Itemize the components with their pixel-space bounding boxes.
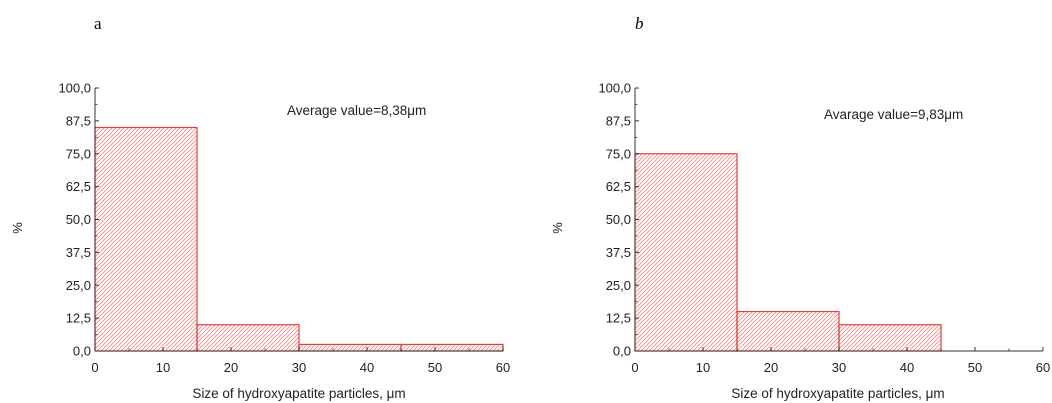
y-tick-label: 50,0	[606, 212, 631, 227]
y-tick-label: 0,0	[73, 344, 91, 359]
y-tick-label: 50,0	[66, 212, 91, 227]
x-tick-label: 30	[832, 360, 846, 375]
x-tick-label: 40	[360, 360, 374, 375]
histogram-bar	[838, 324, 942, 352]
histogram-bar	[634, 153, 738, 352]
y-tick-label: 62,5	[606, 179, 631, 194]
x-tick-label: 20	[764, 360, 778, 375]
x-tick-label: 20	[224, 360, 238, 375]
y-tick-label: 37,5	[66, 245, 91, 260]
x-tick-label: 50	[428, 360, 442, 375]
x-tick-label: 50	[968, 360, 982, 375]
x-tick-label: 30	[292, 360, 306, 375]
x-axis-label: Size of hydroxyapatite particles, μm	[192, 386, 405, 401]
y-tick-label: 12,5	[606, 311, 631, 326]
y-tick-label: 75,0	[606, 146, 631, 161]
panel-label-a: a	[94, 14, 102, 33]
y-tick-label: 0,0	[613, 344, 631, 359]
x-tick-label: 0	[631, 360, 638, 375]
y-tick-label: 87,5	[606, 113, 631, 128]
y-tick-label: 12,5	[66, 311, 91, 326]
x-tick-label: 10	[696, 360, 710, 375]
x-tick-label: 60	[1036, 360, 1050, 375]
histogram-chart-a: Average value=8,38μm % Size of hydroxyap…	[10, 81, 510, 402]
y-axis-label: %	[550, 222, 565, 234]
histogram-bar	[298, 343, 402, 352]
y-tick-label: 62,5	[66, 179, 91, 194]
x-tick-label: 0	[91, 360, 98, 375]
y-tick-label: 37,5	[606, 245, 631, 260]
average-value-annotation: Average value=8,38μm	[287, 103, 426, 118]
y-tick-label: 100,0	[58, 81, 91, 96]
histogram-bar	[94, 126, 198, 352]
histogram-bar	[196, 324, 300, 352]
y-tick-label: 25,0	[606, 278, 631, 293]
y-tick-label: 75,0	[66, 146, 91, 161]
panel-label-b: b	[635, 14, 644, 33]
x-tick-label: 40	[900, 360, 914, 375]
histogram-bar	[400, 343, 504, 352]
histogram-bar	[736, 310, 840, 352]
y-tick-label: 87,5	[66, 113, 91, 128]
histogram-chart-b: Avarage value=9,83μm % Size of hydroxyap…	[550, 81, 1050, 402]
y-tick-label: 25,0	[66, 278, 91, 293]
x-axis-label: Size of hydroxyapatite particles, μm	[731, 386, 944, 401]
x-tick-label: 10	[156, 360, 170, 375]
x-tick-label: 60	[496, 360, 510, 375]
average-value-annotation: Avarage value=9,83μm	[824, 107, 963, 122]
y-axis-label: %	[10, 222, 25, 234]
y-tick-label: 100,0	[598, 81, 631, 96]
